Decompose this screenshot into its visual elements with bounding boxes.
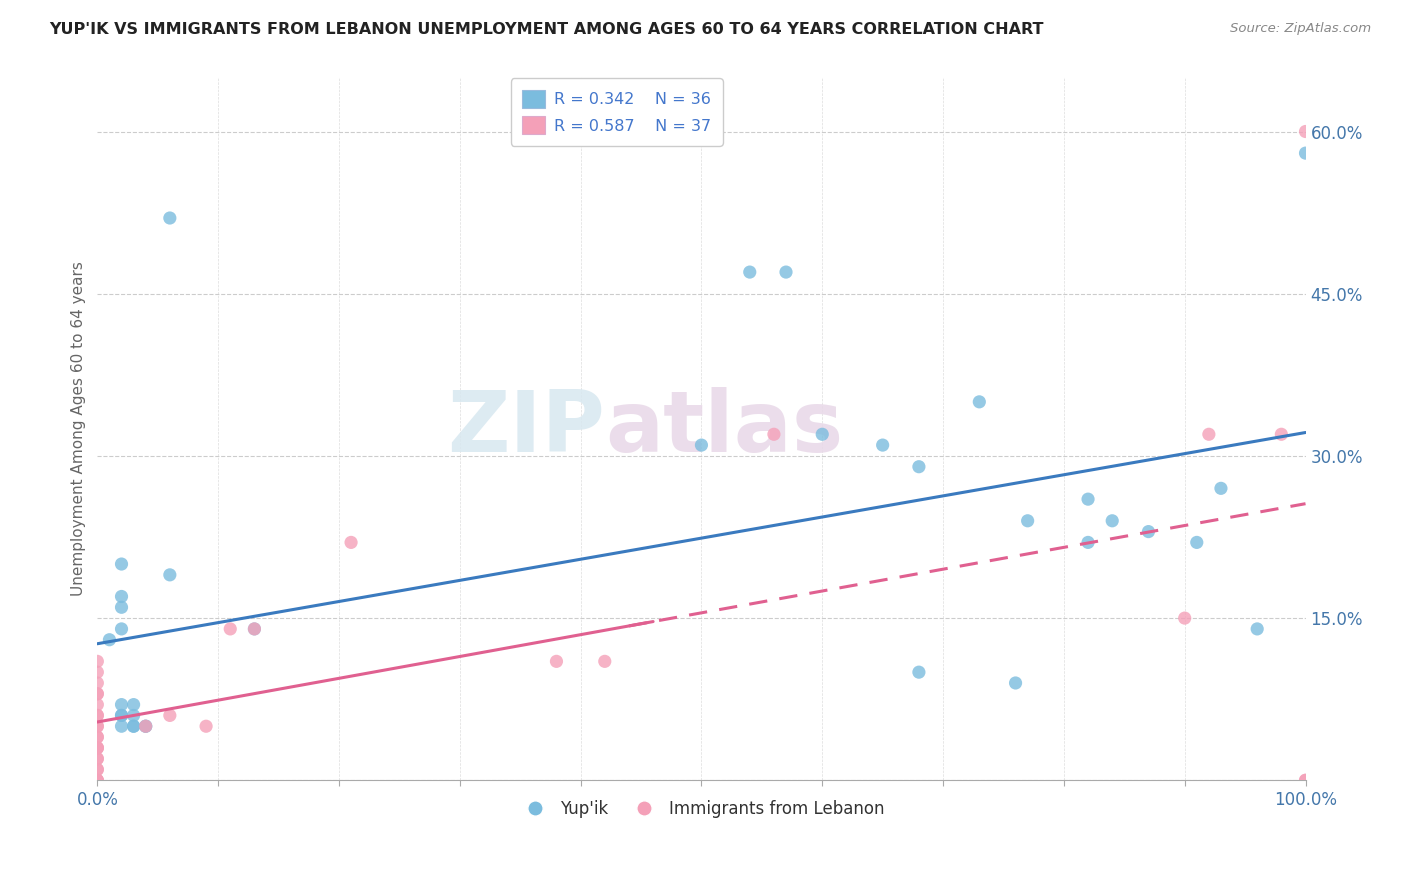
Point xyxy=(1295,124,1317,138)
Point xyxy=(1185,535,1208,549)
Point xyxy=(872,438,894,452)
Point xyxy=(340,535,363,549)
Point xyxy=(243,622,266,636)
Point xyxy=(86,708,108,723)
Point xyxy=(1077,492,1099,507)
Point xyxy=(122,708,145,723)
Point xyxy=(738,265,761,279)
Text: Source: ZipAtlas.com: Source: ZipAtlas.com xyxy=(1230,22,1371,36)
Point xyxy=(86,740,108,755)
Point xyxy=(86,730,108,744)
Point xyxy=(86,719,108,733)
Point xyxy=(135,719,157,733)
Point xyxy=(159,708,181,723)
Point xyxy=(1198,427,1220,442)
Point xyxy=(1295,773,1317,788)
Point xyxy=(1004,676,1026,690)
Legend: Yup'ik, Immigrants from Lebanon: Yup'ik, Immigrants from Lebanon xyxy=(512,793,891,825)
Point xyxy=(1077,535,1099,549)
Point xyxy=(86,730,108,744)
Point xyxy=(1017,514,1039,528)
Point xyxy=(1270,427,1292,442)
Point xyxy=(135,719,157,733)
Point xyxy=(86,752,108,766)
Point xyxy=(86,654,108,668)
Point xyxy=(593,654,616,668)
Point xyxy=(110,719,132,733)
Point xyxy=(1246,622,1268,636)
Point xyxy=(86,708,108,723)
Point xyxy=(135,719,157,733)
Point xyxy=(86,665,108,680)
Text: YUP'IK VS IMMIGRANTS FROM LEBANON UNEMPLOYMENT AMONG AGES 60 TO 64 YEARS CORRELA: YUP'IK VS IMMIGRANTS FROM LEBANON UNEMPL… xyxy=(49,22,1043,37)
Point xyxy=(86,752,108,766)
Point xyxy=(98,632,121,647)
Point xyxy=(86,763,108,777)
Point xyxy=(86,687,108,701)
Point xyxy=(969,394,991,409)
Point xyxy=(86,773,108,788)
Point xyxy=(762,427,785,442)
Point xyxy=(546,654,568,668)
Point xyxy=(110,708,132,723)
Point xyxy=(1295,146,1317,161)
Point xyxy=(86,719,108,733)
Point xyxy=(159,211,181,225)
Point xyxy=(86,773,108,788)
Point xyxy=(122,698,145,712)
Point xyxy=(908,459,931,474)
Point xyxy=(86,698,108,712)
Point xyxy=(110,622,132,636)
Point xyxy=(243,622,266,636)
Text: ZIP: ZIP xyxy=(447,387,605,470)
Point xyxy=(122,719,145,733)
Text: atlas: atlas xyxy=(605,387,844,470)
Point xyxy=(1295,773,1317,788)
Point xyxy=(110,698,132,712)
Point xyxy=(690,438,713,452)
Y-axis label: Unemployment Among Ages 60 to 64 years: Unemployment Among Ages 60 to 64 years xyxy=(72,261,86,597)
Point xyxy=(110,590,132,604)
Point xyxy=(110,557,132,571)
Point xyxy=(159,567,181,582)
Point xyxy=(122,719,145,733)
Point xyxy=(86,676,108,690)
Point xyxy=(86,687,108,701)
Point xyxy=(908,665,931,680)
Point xyxy=(86,740,108,755)
Point xyxy=(195,719,218,733)
Point xyxy=(110,708,132,723)
Point xyxy=(219,622,242,636)
Point xyxy=(110,600,132,615)
Point xyxy=(1209,481,1232,495)
Point xyxy=(811,427,834,442)
Point xyxy=(775,265,797,279)
Point xyxy=(86,763,108,777)
Point xyxy=(86,740,108,755)
Point xyxy=(1174,611,1197,625)
Point xyxy=(1137,524,1160,539)
Point xyxy=(1101,514,1123,528)
Point xyxy=(86,773,108,788)
